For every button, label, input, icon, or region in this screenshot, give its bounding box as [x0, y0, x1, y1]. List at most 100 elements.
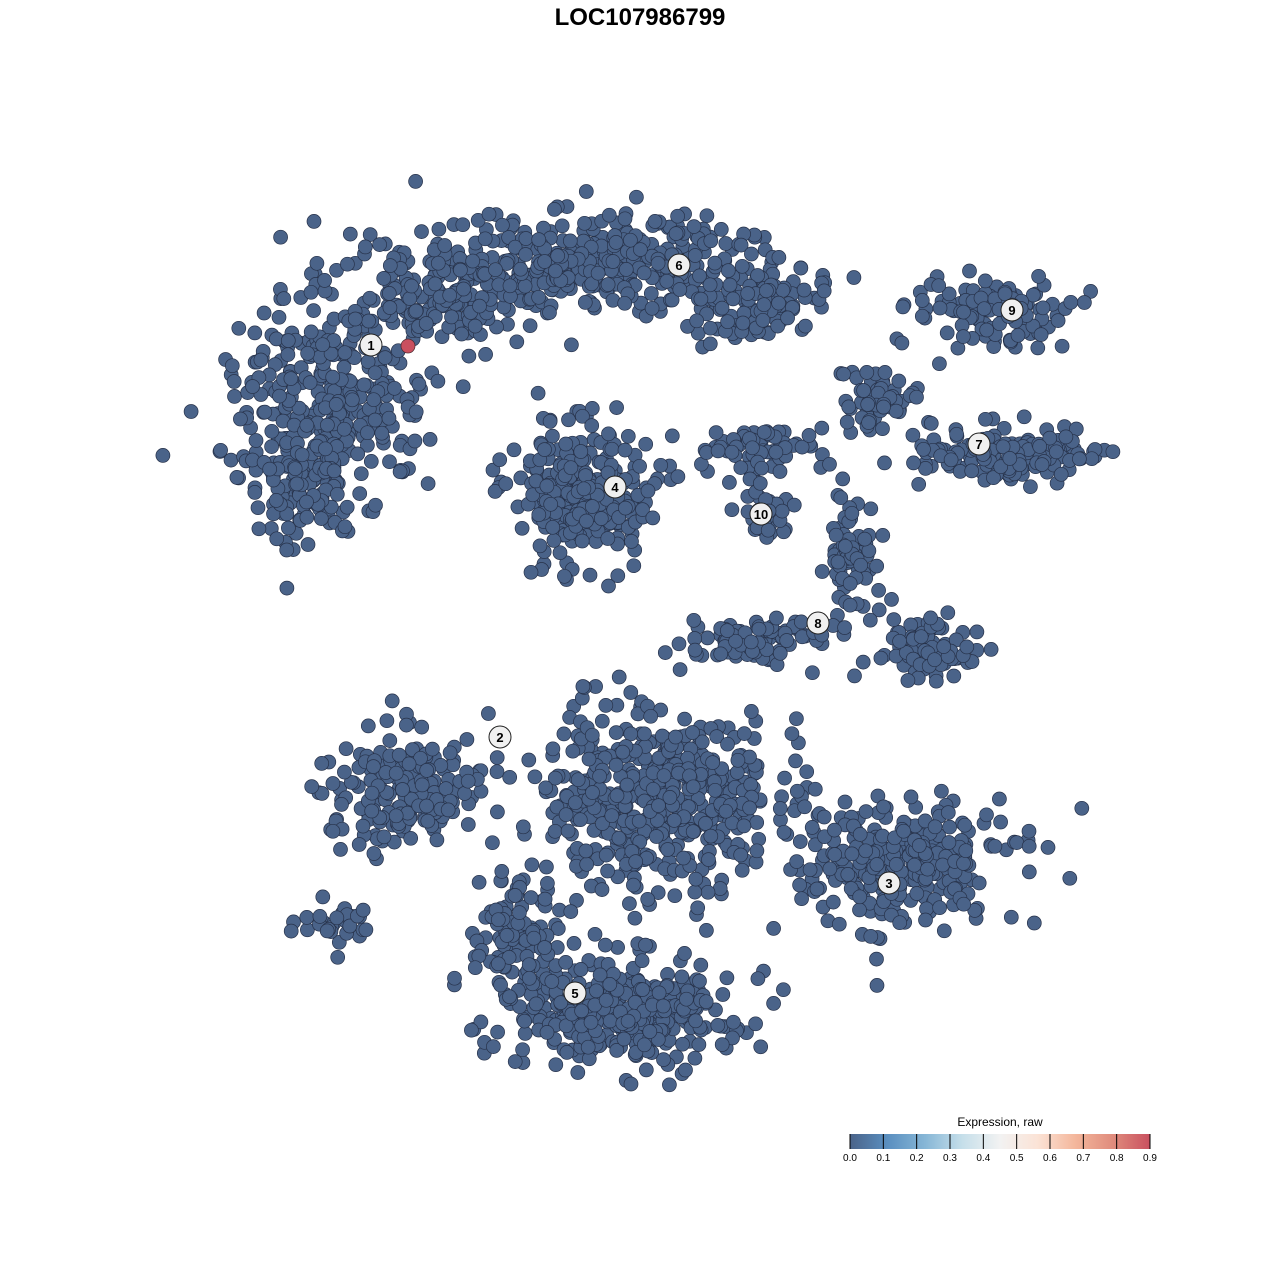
cell-point — [507, 888, 523, 903]
cell-point — [718, 803, 734, 819]
cell-point — [382, 258, 398, 273]
cell-point — [911, 476, 927, 492]
cell-point — [269, 531, 285, 547]
cell-point — [776, 824, 792, 840]
cell-point — [978, 411, 993, 427]
cell-point — [784, 726, 800, 742]
cell-point — [444, 309, 459, 325]
cell-point — [645, 510, 661, 526]
cell-point — [499, 256, 515, 271]
cell-point — [351, 837, 367, 852]
cell-point — [381, 410, 397, 426]
cell-point — [667, 888, 683, 904]
cell-point — [671, 636, 687, 652]
cell-point — [895, 299, 911, 315]
cell-point — [932, 900, 947, 916]
cell-point — [685, 725, 700, 740]
cell-point — [604, 441, 620, 457]
cell-point — [598, 698, 614, 713]
cell-point — [559, 1045, 575, 1060]
cell-point — [272, 388, 287, 404]
cell-point — [231, 320, 247, 336]
cell-point — [584, 401, 600, 416]
cell-point — [629, 189, 644, 205]
cell-point — [956, 896, 972, 912]
cell-point — [789, 711, 804, 727]
cell-point — [515, 1042, 530, 1058]
cell-point — [1084, 451, 1100, 467]
cell-point — [514, 520, 530, 536]
cell-point — [932, 300, 948, 316]
cell-point — [356, 377, 372, 393]
cell-point — [454, 326, 469, 342]
cell-point — [676, 850, 691, 866]
cell-point — [707, 782, 723, 798]
legend-tick-label: 0.2 — [909, 1153, 924, 1164]
cell-point — [344, 392, 360, 408]
cell-point — [357, 239, 373, 255]
cell-point — [743, 777, 759, 792]
cell-point — [600, 863, 615, 879]
cell-point — [584, 418, 600, 433]
cell-point — [858, 843, 874, 859]
legend-tick-label: 0.3 — [943, 1153, 957, 1164]
cell-point — [283, 923, 299, 939]
cell-point — [1030, 340, 1046, 356]
cell-point — [524, 857, 540, 873]
cell-point — [1050, 313, 1066, 328]
cell-point — [1062, 870, 1078, 886]
cell-point — [542, 305, 557, 320]
cell-point — [485, 462, 501, 478]
cell-point — [213, 442, 228, 458]
cell-point — [703, 828, 719, 844]
cell-point — [687, 884, 703, 900]
cell-point — [979, 807, 994, 823]
cell-point — [584, 499, 600, 514]
legend-tick-label: 0.6 — [1043, 1153, 1057, 1164]
cell-point — [771, 295, 786, 311]
cell-point — [855, 654, 871, 670]
cell-point — [339, 499, 355, 515]
cell-point — [816, 809, 832, 825]
cell-point — [623, 232, 638, 248]
svg-text:6: 6 — [675, 258, 682, 273]
cluster-label: 9 — [1000, 298, 1024, 322]
cell-point — [756, 424, 772, 440]
cell-point — [792, 877, 807, 893]
cell-point — [556, 726, 572, 742]
cell-point — [634, 953, 650, 969]
cell-point — [364, 785, 380, 801]
cell-point — [869, 951, 884, 967]
cell-point — [651, 985, 667, 1001]
cell-point — [1032, 439, 1048, 454]
chart-title: LOC107986799 — [554, 4, 726, 31]
cell-point — [318, 441, 333, 457]
cell-point — [616, 1031, 632, 1047]
cell-point — [226, 374, 242, 389]
cell-point — [325, 823, 341, 839]
cell-point — [827, 847, 843, 862]
svg-text:2: 2 — [496, 730, 503, 745]
cell-point — [755, 312, 771, 328]
cell-point — [490, 804, 505, 820]
cell-point — [1002, 451, 1018, 466]
cell-point — [560, 823, 576, 839]
cell-point — [545, 519, 561, 535]
cell-point — [992, 791, 1007, 807]
cell-point — [325, 776, 341, 791]
cell-point — [309, 255, 325, 271]
cell-point — [601, 207, 617, 223]
cell-point — [453, 262, 468, 278]
cell-point — [677, 946, 692, 961]
cell-point — [467, 960, 483, 976]
cell-point — [847, 668, 862, 684]
cell-point — [515, 819, 531, 835]
cell-point — [931, 278, 947, 294]
cell-point — [546, 533, 562, 548]
cell-point — [656, 1052, 671, 1067]
cell-point — [804, 820, 820, 835]
cell-point — [720, 263, 736, 278]
cell-point — [724, 444, 740, 460]
cell-point — [379, 713, 395, 729]
cell-point — [502, 278, 518, 294]
